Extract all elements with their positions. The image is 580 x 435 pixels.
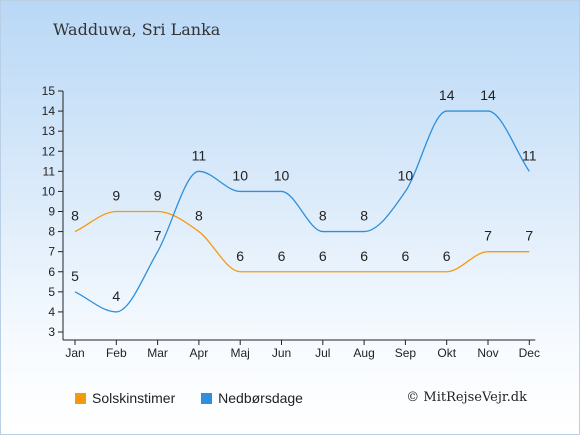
data-label-sunshine: 6 <box>402 248 410 264</box>
data-label-sunshine: 6 <box>278 248 286 264</box>
data-label-rain-days: 8 <box>360 208 368 224</box>
legend: Solskinstimer Nedbørsdage <box>75 390 325 407</box>
data-label-sunshine: 7 <box>525 228 533 244</box>
data-label-sunshine: 6 <box>319 248 327 264</box>
chart-title: Wadduwa, Sri Lanka <box>53 20 221 39</box>
data-label-sunshine: 6 <box>236 248 244 264</box>
series-line-sunshine <box>74 210 530 273</box>
y-tick-label: 13 <box>42 124 56 138</box>
y-tick-label: 6 <box>48 265 55 279</box>
x-tick-label: Maj <box>231 346 250 360</box>
data-label-sunshine: 9 <box>154 188 162 204</box>
x-tick-label: Feb <box>106 346 127 360</box>
x-tick-label: Nov <box>477 346 498 360</box>
data-label-rain-days: 10 <box>232 167 248 183</box>
x-tick-label: Mar <box>147 346 168 360</box>
legend-label-sunshine: Solskinstimer <box>92 390 176 406</box>
legend-item-sunshine: Solskinstimer <box>75 390 175 406</box>
x-tick-label: Okt <box>437 346 456 360</box>
data-label-sunshine: 9 <box>112 188 120 204</box>
y-tick-label: 3 <box>48 325 55 339</box>
y-tick-label: 14 <box>42 104 56 118</box>
data-label-sunshine: 7 <box>484 228 492 244</box>
series-line-rain-days <box>74 110 530 313</box>
x-tick-label: Dec <box>519 346 540 360</box>
y-tick-label: 8 <box>48 225 55 239</box>
x-tick-label: Apr <box>190 346 209 360</box>
data-label-rain-days: 7 <box>154 228 162 244</box>
y-tick-label: 7 <box>48 245 55 259</box>
y-tick-label: 11 <box>43 164 56 178</box>
data-label-rain-days: 10 <box>398 167 414 183</box>
y-tick-label: 5 <box>48 285 55 299</box>
legend-label-rain-days: Nedbørsdage <box>218 390 303 406</box>
x-tick-label: Aug <box>353 346 374 360</box>
copyright-notice: © MitRejseVejr.dk <box>406 390 527 405</box>
data-label-rain-days: 11 <box>522 147 537 163</box>
data-label-sunshine: 8 <box>195 208 203 224</box>
data-label-rain-days: 11 <box>192 147 207 163</box>
y-tick-label: 15 <box>42 84 56 98</box>
data-label-sunshine: 8 <box>71 208 79 224</box>
data-label-rain-days: 4 <box>112 288 120 304</box>
legend-item-rain-days: Nedbørsdage <box>201 390 303 406</box>
x-tick-label: Sep <box>395 346 417 360</box>
legend-swatch-sunshine <box>75 392 86 404</box>
x-tick-label: Jun <box>272 346 291 360</box>
data-label-rain-days: 14 <box>439 87 455 103</box>
x-tick-label: Jan <box>65 346 84 360</box>
y-tick-label: 12 <box>42 144 56 158</box>
data-label-sunshine: 6 <box>360 248 368 264</box>
data-label-rain-days: 10 <box>274 167 290 183</box>
data-label-rain-days: 8 <box>319 208 327 224</box>
data-label-rain-days: 14 <box>480 87 496 103</box>
y-tick-label: 9 <box>48 205 55 219</box>
y-tick-label: 4 <box>48 305 55 319</box>
data-label-sunshine: 6 <box>443 248 451 264</box>
legend-swatch-rain-days <box>201 392 213 404</box>
data-label-rain-days: 5 <box>71 268 79 284</box>
x-tick-label: Jul <box>315 346 330 360</box>
y-tick-label: 10 <box>42 184 56 198</box>
